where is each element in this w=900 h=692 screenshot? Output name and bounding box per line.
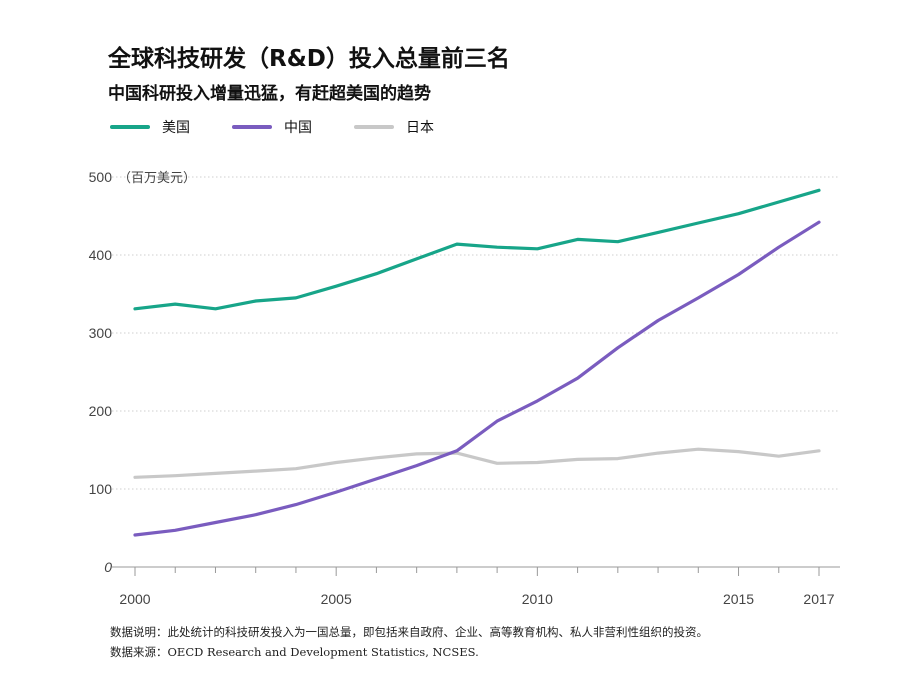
legend-swatch-japan xyxy=(354,125,394,129)
legend-swatch-us xyxy=(110,125,150,129)
legend-item-japan: 日本 xyxy=(354,117,434,137)
legend-label-japan: 日本 xyxy=(406,120,434,136)
x-axis xyxy=(112,566,840,576)
x-tick-label-2005: 2005 xyxy=(321,591,352,607)
tick-labels: 0 100 200 300 400 500 （百万美元） 2000 2005 2010 2015 20… xyxy=(89,169,835,607)
series-china-line xyxy=(133,220,821,537)
legend-swatch-china xyxy=(232,125,272,129)
grid-lines xyxy=(112,176,840,490)
series-lines xyxy=(133,188,821,537)
y-tick-label-0: 0 xyxy=(104,559,112,575)
y-tick-label-200: 200 xyxy=(89,403,113,419)
legend-label-us: 美国 xyxy=(162,120,190,136)
y-tick-label-300: 300 xyxy=(89,325,113,341)
legend-item-china: 中国 xyxy=(232,117,312,137)
chart-notes: 数据说明：此处统计的科技研发投入为一国总量，即包括来自政府、企业、高等教育机构、… xyxy=(110,622,708,662)
y-tick-label-500: 500 xyxy=(89,169,113,185)
legend: 美国 中国 日本 xyxy=(110,117,476,137)
chart-subtitle: 中国科研投入增量迅猛，有赶超美国的趋势 xyxy=(108,84,431,104)
x-tick-label-2010: 2010 xyxy=(522,591,553,607)
data-note: 数据说明：此处统计的科技研发投入为一国总量，即包括来自政府、企业、高等教育机构、… xyxy=(110,625,708,639)
series-japan-line xyxy=(133,447,821,479)
legend-item-us: 美国 xyxy=(110,117,190,137)
x-tick-label-2000: 2000 xyxy=(119,591,150,607)
chart-title: 全球科技研发（R&D）投入总量前三名 xyxy=(108,46,510,72)
x-tick-label-2017: 2017 xyxy=(803,591,834,607)
legend-label-china: 中国 xyxy=(284,120,312,136)
x-tick-label-2015: 2015 xyxy=(723,591,754,607)
series-us-line xyxy=(133,188,821,311)
y-unit-label: （百万美元） xyxy=(118,171,196,186)
y-tick-label-100: 100 xyxy=(89,481,113,497)
y-tick-label-400: 400 xyxy=(89,247,113,263)
data-source: 数据来源：OECD Research and Development Stati… xyxy=(110,645,479,659)
